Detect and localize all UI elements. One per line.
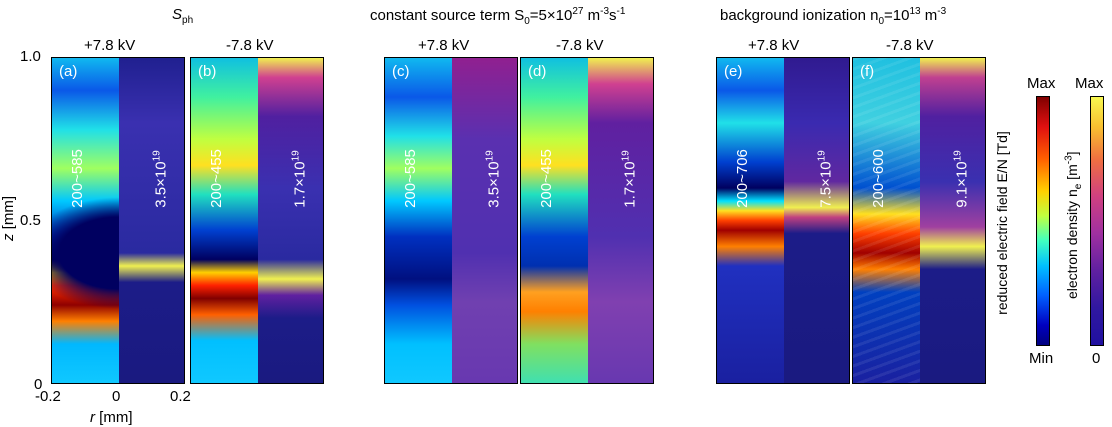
panel-label-b: (b) (198, 63, 217, 80)
y-tick-0: 0 (34, 376, 43, 393)
voltage-label-f: -7.8 kV (886, 37, 934, 54)
density-scale-f: 9.1×1019 (952, 150, 971, 208)
field-map-b (191, 58, 258, 383)
density-scale-b: 1.7×1019 (290, 150, 309, 208)
y-tick-1: 1.0 (20, 48, 41, 65)
panel-label-e: (e) (724, 63, 743, 80)
density-scale-d: 1.7×1019 (620, 150, 639, 208)
panel-label-c: (c) (392, 63, 410, 80)
panel-d: (d) 200~455 1.7×1019 (520, 57, 654, 384)
field-map-e (717, 58, 784, 383)
field-range-a: 200~585 (68, 149, 86, 208)
field-range-c: 200~585 (401, 149, 419, 208)
x-tick-02: 0.2 (170, 388, 191, 405)
density-map-d (588, 58, 653, 383)
voltage-label-c: +7.8 kV (418, 37, 470, 54)
voltage-label-b: -7.8 kV (226, 37, 274, 54)
density-map-e (784, 58, 849, 383)
field-map-f (853, 58, 920, 383)
field-map-a (52, 58, 119, 383)
panel-label-f: (f) (860, 63, 875, 80)
density-map-c (452, 58, 517, 383)
field-colorbar-title: reduced electric field E/N [Td] (993, 131, 1010, 315)
panel-c: (c) 200~585 3.5×1019 (384, 57, 518, 384)
field-colorbar-max: Max (1027, 75, 1056, 92)
y-tick-05: 0.5 (20, 212, 41, 229)
density-map-b (258, 58, 323, 383)
title-background-ionization: background ionization n0=1013 m-3 (720, 6, 947, 27)
panel-label-d: (d) (528, 63, 547, 80)
field-map-c (385, 58, 452, 383)
x-tick-neg02: -0.2 (35, 388, 61, 405)
voltage-label-e: +7.8 kV (748, 37, 800, 54)
density-map-f (920, 58, 985, 383)
density-map-a (119, 58, 184, 383)
panel-e: (e) 200~706 7.5×1019 (716, 57, 850, 384)
field-colorbar-min: Min (1029, 350, 1054, 367)
title-photoionization: Sph (172, 6, 194, 26)
field-map-d (521, 58, 588, 383)
density-colorbar-min: 0 (1092, 350, 1101, 367)
density-colorbar (1090, 96, 1104, 346)
field-range-b: 200~455 (207, 149, 225, 208)
field-colorbar (1036, 96, 1050, 346)
title-constant-source: constant source term S0=5×1027 m-3s-1 (370, 6, 626, 27)
panel-b: (b) 200~455 1.7×1019 (190, 57, 324, 384)
density-scale-c: 3.5×1019 (484, 150, 503, 208)
panel-f: (f) 200~600 9.1×1019 (852, 57, 986, 384)
density-scale-a: 3.5×1019 (151, 150, 170, 208)
field-range-f: 200~600 (869, 149, 887, 208)
field-range-e: 200~706 (733, 149, 751, 208)
y-axis-label: z [mm] (0, 196, 17, 241)
voltage-label-a: +7.8 kV (84, 37, 136, 54)
density-colorbar-title: electron density ne [m-3] (1063, 151, 1084, 299)
field-range-d: 200~455 (537, 149, 555, 208)
density-colorbar-max: Max (1075, 75, 1104, 92)
panel-a: (a) 200~585 3.5×1019 (51, 57, 185, 384)
x-axis-label: r [mm] (90, 409, 133, 426)
panel-label-a: (a) (59, 63, 78, 80)
voltage-label-d: -7.8 kV (556, 37, 604, 54)
x-tick-0: 0 (112, 388, 121, 405)
density-scale-e: 7.5×1019 (816, 150, 835, 208)
